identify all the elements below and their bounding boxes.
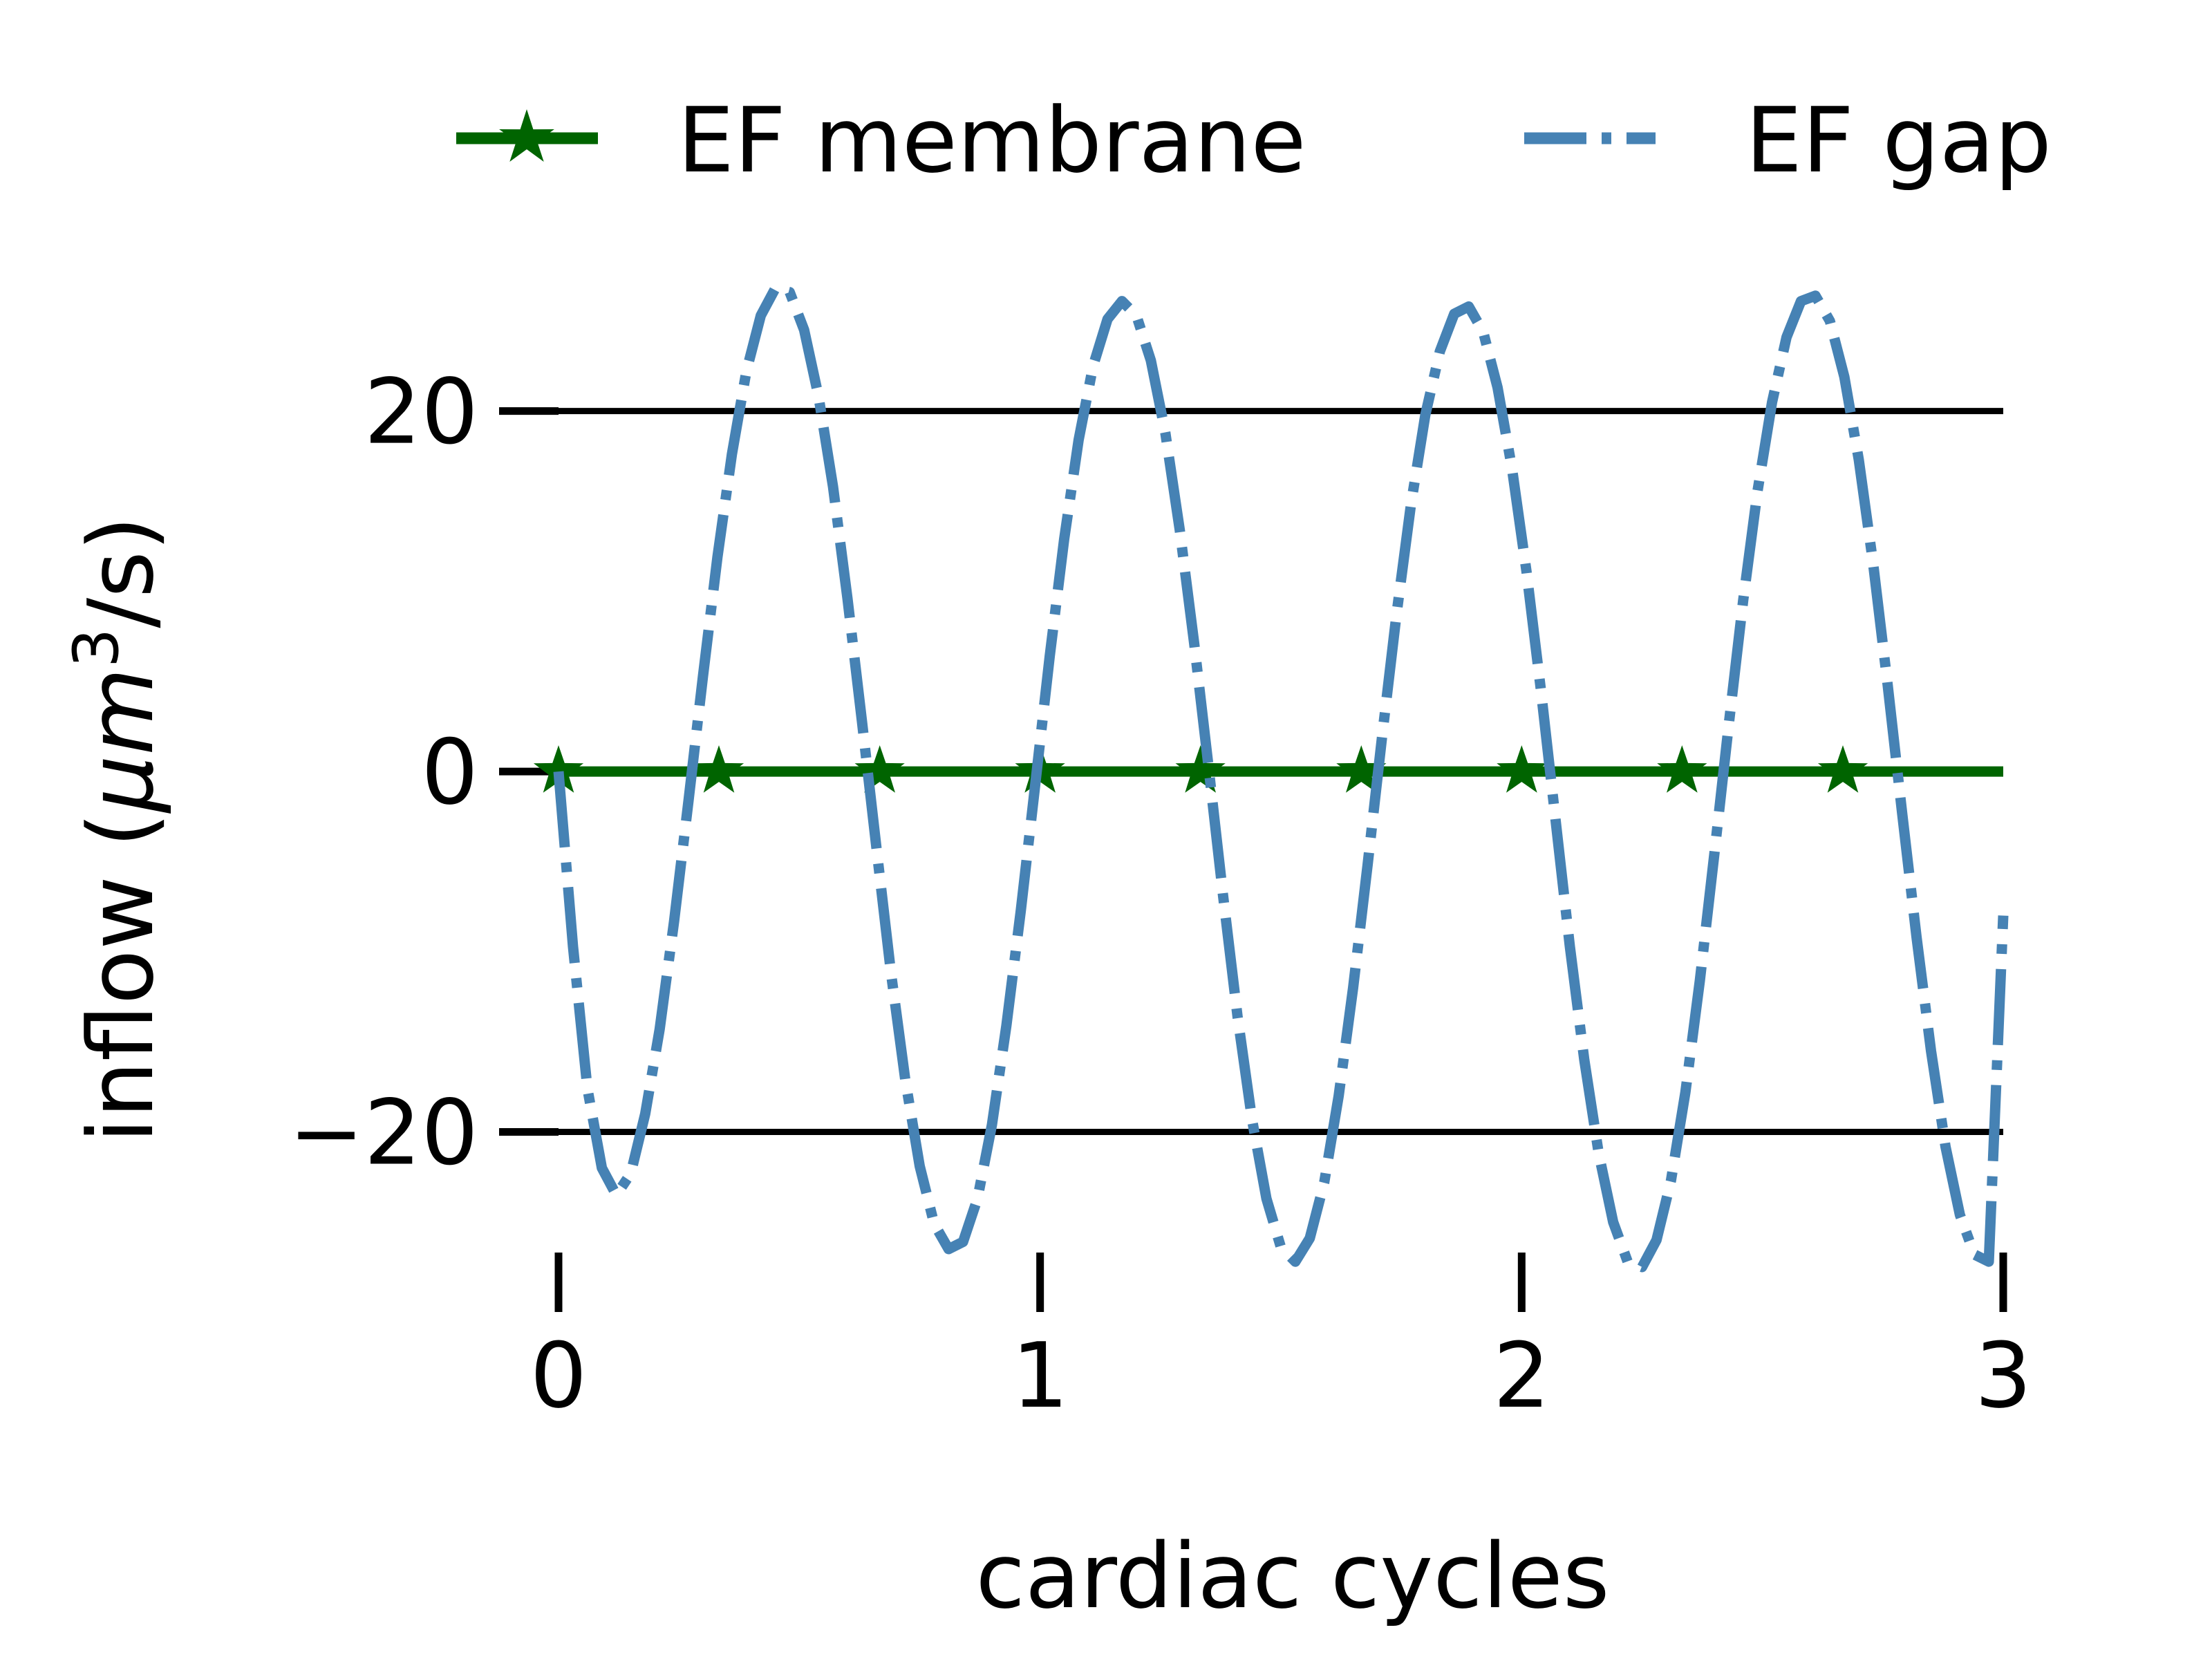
legend-label-ef-membrane: EF membrane	[677, 88, 1306, 193]
y-tick-label: 20	[364, 359, 478, 465]
series-marker-ef-membrane	[533, 745, 584, 793]
legend-label-ef-gap: EF gap	[1745, 88, 2052, 193]
series-marker-ef-membrane	[1817, 745, 1868, 793]
legend: EF membrane EF gap	[456, 88, 2052, 193]
x-tick-label: 3	[1975, 1323, 2032, 1428]
series-marker-ef-membrane	[1336, 745, 1387, 793]
y-axis-ticks: −20 0 20	[289, 359, 559, 1185]
y-tick-label: 0	[421, 720, 478, 825]
y-axis-label-part: inflow (	[68, 812, 174, 1143]
y-axis-label-exponent: 3	[60, 628, 133, 668]
plot-series	[533, 283, 2009, 1273]
legend-star-marker	[499, 109, 554, 162]
x-axis-label: cardiac cycles	[975, 1524, 1609, 1629]
legend-item-ef-gap: EF gap	[1524, 88, 2052, 193]
series-marker-ef-membrane	[693, 745, 744, 793]
series-line-ef-gap	[553, 283, 2009, 1273]
series-marker-ef-membrane	[1497, 745, 1547, 793]
x-tick-label: 0	[530, 1323, 588, 1428]
x-tick-label: 2	[1493, 1323, 1550, 1428]
series-marker-ef-membrane	[1657, 745, 1707, 793]
y-axis-label: inflow (μm3/s)	[60, 516, 174, 1143]
y-tick-label: −20	[289, 1080, 478, 1185]
y-axis-label-unit: μm	[68, 668, 174, 814]
series-marker-ef-membrane	[1175, 745, 1226, 793]
x-tick-label: 1	[1011, 1323, 1069, 1428]
x-axis-ticks: 0 1 2 3	[530, 1253, 2032, 1428]
legend-item-ef-membrane: EF membrane	[456, 88, 1306, 193]
series-marker-ef-membrane	[854, 745, 905, 793]
y-axis-label-suffix: /s)	[68, 516, 174, 628]
